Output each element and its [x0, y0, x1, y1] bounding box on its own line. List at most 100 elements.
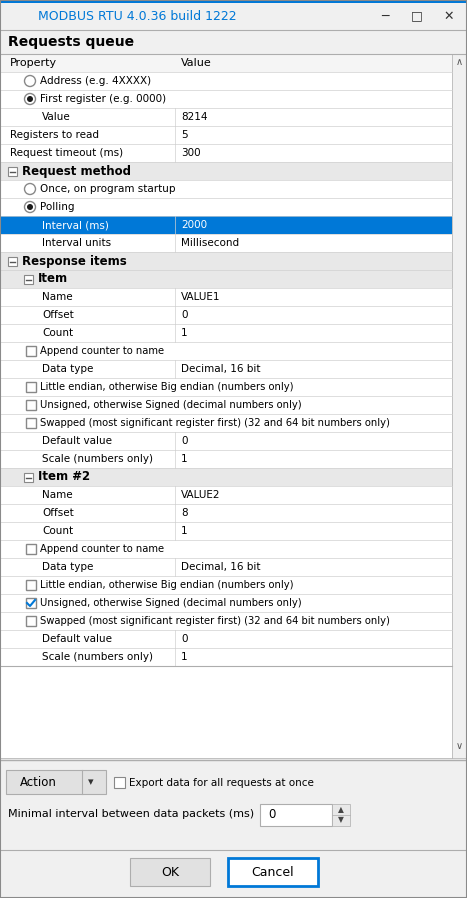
Text: Append counter to name: Append counter to name — [40, 346, 164, 356]
Text: Address (e.g. 4XXXX): Address (e.g. 4XXXX) — [40, 76, 151, 86]
Bar — [332, 804, 350, 826]
Bar — [0, 252, 452, 270]
Text: Decimal, 16 bit: Decimal, 16 bit — [181, 364, 261, 374]
Bar — [26, 382, 36, 392]
Bar — [0, 270, 452, 288]
Bar — [0, 468, 452, 486]
Text: 8: 8 — [181, 508, 188, 518]
Bar — [434, 3, 464, 30]
Bar — [0, 198, 452, 216]
Bar — [26, 598, 36, 608]
Text: Scale (numbers only): Scale (numbers only) — [42, 652, 153, 662]
Bar — [402, 3, 432, 30]
Text: Little endian, otherwise Big endian (numbers only): Little endian, otherwise Big endian (num… — [40, 382, 293, 392]
Bar — [0, 630, 452, 648]
Bar — [0, 648, 452, 666]
Bar — [0, 324, 452, 342]
Text: Interval (ms): Interval (ms) — [42, 220, 109, 230]
Circle shape — [24, 183, 35, 195]
Text: 1: 1 — [181, 652, 188, 662]
Bar — [0, 666, 452, 758]
Bar — [0, 450, 452, 468]
Text: First register (e.g. 0000): First register (e.g. 0000) — [40, 94, 166, 104]
Bar — [26, 580, 36, 590]
Bar — [6, 770, 106, 794]
Text: Append counter to name: Append counter to name — [40, 544, 164, 554]
Text: 0: 0 — [181, 310, 187, 320]
Text: 0: 0 — [181, 634, 187, 644]
Bar — [26, 544, 36, 554]
Bar — [0, 72, 452, 90]
Text: □: □ — [411, 10, 423, 22]
Bar — [0, 576, 452, 594]
Bar — [26, 400, 36, 410]
Text: 0: 0 — [268, 808, 276, 822]
Text: 1: 1 — [181, 454, 188, 464]
Text: 300: 300 — [181, 148, 201, 158]
Bar — [24, 275, 33, 284]
Bar — [0, 3, 467, 30]
Bar — [26, 616, 36, 626]
Bar — [24, 473, 33, 482]
Text: 0: 0 — [181, 436, 187, 446]
Text: Name: Name — [42, 292, 73, 302]
Text: OK: OK — [161, 866, 179, 878]
Bar — [26, 418, 36, 428]
Text: MODBUS RTU 4.0.36 build 1222: MODBUS RTU 4.0.36 build 1222 — [38, 10, 237, 22]
Text: Value: Value — [181, 58, 212, 68]
Text: Little endian, otherwise Big endian (numbers only): Little endian, otherwise Big endian (num… — [40, 580, 293, 590]
Text: 1: 1 — [181, 526, 188, 536]
Bar — [452, 54, 467, 758]
Bar — [0, 760, 467, 898]
Text: ▼: ▼ — [338, 815, 344, 824]
Text: Count: Count — [42, 328, 73, 338]
Text: Interval units: Interval units — [42, 238, 111, 248]
Text: Response items: Response items — [22, 254, 127, 268]
Bar — [0, 180, 452, 198]
Circle shape — [27, 204, 33, 210]
Text: Unsigned, otherwise Signed (decimal numbers only): Unsigned, otherwise Signed (decimal numb… — [40, 400, 302, 410]
Text: Item #2: Item #2 — [38, 471, 90, 483]
Bar — [0, 360, 452, 378]
Text: Requests queue: Requests queue — [8, 35, 134, 49]
Bar — [0, 216, 452, 234]
Bar — [0, 54, 452, 72]
Bar — [0, 594, 452, 612]
Circle shape — [24, 201, 35, 213]
Text: ∧: ∧ — [455, 57, 462, 67]
Bar — [370, 3, 400, 30]
Bar — [130, 858, 210, 886]
Text: Decimal, 16 bit: Decimal, 16 bit — [181, 562, 261, 572]
Text: 1: 1 — [181, 328, 188, 338]
Text: VALUE2: VALUE2 — [181, 490, 220, 500]
Text: ▲: ▲ — [338, 806, 344, 814]
Text: ─: ─ — [381, 10, 389, 22]
Bar — [0, 108, 452, 126]
Bar — [0, 378, 452, 396]
Text: Once, on program startup: Once, on program startup — [40, 184, 176, 194]
Bar — [0, 486, 452, 504]
Text: 5: 5 — [181, 130, 188, 140]
Circle shape — [24, 75, 35, 86]
Text: 8214: 8214 — [181, 112, 207, 122]
Bar — [0, 522, 452, 540]
Circle shape — [27, 96, 33, 102]
Bar — [0, 0, 467, 3]
Bar — [260, 804, 332, 826]
Text: Offset: Offset — [42, 508, 74, 518]
Bar — [114, 777, 125, 788]
Bar — [0, 612, 452, 630]
Text: Swapped (most significant register first) (32 and 64 bit numbers only): Swapped (most significant register first… — [40, 418, 390, 428]
Text: ✕: ✕ — [444, 10, 454, 22]
Text: Default value: Default value — [42, 634, 112, 644]
Bar — [0, 144, 452, 162]
Text: Value: Value — [42, 112, 71, 122]
Text: Registers to read: Registers to read — [10, 130, 99, 140]
Bar — [0, 396, 452, 414]
Text: Unsigned, otherwise Signed (decimal numbers only): Unsigned, otherwise Signed (decimal numb… — [40, 598, 302, 608]
Text: Data type: Data type — [42, 364, 93, 374]
Text: Default value: Default value — [42, 436, 112, 446]
Bar — [0, 90, 452, 108]
Text: Export data for all requests at once: Export data for all requests at once — [129, 778, 314, 788]
Bar — [0, 288, 452, 306]
